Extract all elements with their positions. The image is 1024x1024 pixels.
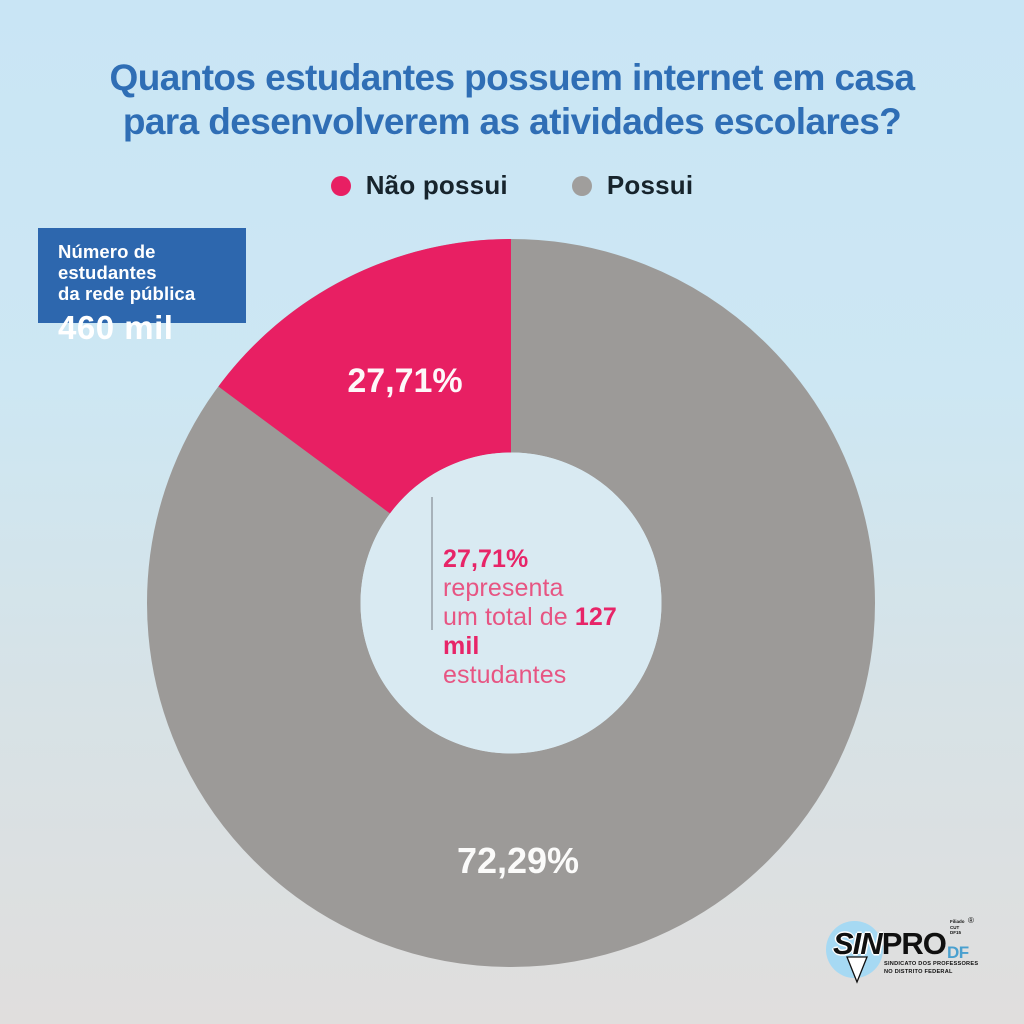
stat-value: 460 mil bbox=[58, 309, 174, 346]
title-line-2: para desenvolverem as atividades escolar… bbox=[122, 101, 902, 142]
legend-item-possui: Possui bbox=[571, 170, 694, 201]
legend-item-nao-possui: Não possui bbox=[330, 170, 508, 201]
center-annotation-rest: representa bbox=[443, 574, 564, 602]
donut-hole bbox=[360, 452, 662, 754]
logo-affiliation-line-2: CUT bbox=[950, 924, 960, 930]
page-title: Quantos estudantes possuem internet em c… bbox=[0, 56, 1024, 144]
legend-dot-nao-possui-icon bbox=[330, 175, 351, 196]
registered-trademark-icon: ® bbox=[968, 916, 974, 925]
logo-df-text: DF bbox=[947, 943, 969, 962]
slice-label-possui: 72,29% bbox=[456, 840, 580, 881]
logo-affiliation-text: Filiado CUT DF15 bbox=[950, 919, 965, 936]
stat-caption-line-1: Número de estudantes bbox=[58, 241, 157, 283]
center-annotation-pre: um total de bbox=[443, 603, 575, 631]
legend-label-possui: Possui bbox=[606, 170, 694, 200]
logo-subtitle: SINDICATO DOS PROFESSORES NO DISTRITO FE… bbox=[884, 961, 978, 976]
center-annotation-line-2: um total de 127 mil bbox=[443, 603, 653, 661]
center-annotation-line-3: estudantes bbox=[443, 661, 567, 689]
legend-label-nao-possui: Não possui bbox=[365, 170, 508, 200]
title-line-1: Quantos estudantes possuem internet em c… bbox=[109, 57, 916, 98]
center-annotation: 27,71% representa um total de 127 mil es… bbox=[443, 545, 653, 690]
center-annotation-pct: 27,71% bbox=[443, 545, 529, 573]
logo-subtitle-line-1: SINDICATO DOS PROFESSORES bbox=[884, 961, 979, 967]
center-annotation-total: 127 mil bbox=[443, 603, 617, 660]
logo-affiliation-line-3: DF15 bbox=[950, 930, 962, 935]
logo-affiliation-line-1: Filiado bbox=[950, 919, 965, 924]
logo-pencil-tip-icon bbox=[846, 956, 868, 984]
center-annotation-line-1: 27,71% representa bbox=[443, 545, 653, 603]
sinpro-df-logo: SINPRO DF Filiado CUT DF15 ® SINDICATO D… bbox=[822, 905, 1002, 1010]
donut-slice-nao-possui bbox=[218, 239, 511, 514]
logo-pro-text: PRO bbox=[881, 926, 947, 961]
students-total-box: Número de estudantes da rede pública 460… bbox=[38, 228, 246, 346]
chart-legend: Não possui Possui bbox=[0, 170, 1024, 201]
legend-dot-possui-icon bbox=[571, 175, 592, 196]
logo-sin-text: SIN bbox=[833, 926, 883, 961]
logo-subtitle-line-2: NO DISTRITO FEDERAL bbox=[884, 968, 953, 975]
slice-label-nao-possui: 27,71% bbox=[347, 362, 463, 400]
logo-wordmark: SINPRO bbox=[833, 926, 947, 962]
stat-caption-line-2: da rede pública bbox=[58, 283, 196, 304]
